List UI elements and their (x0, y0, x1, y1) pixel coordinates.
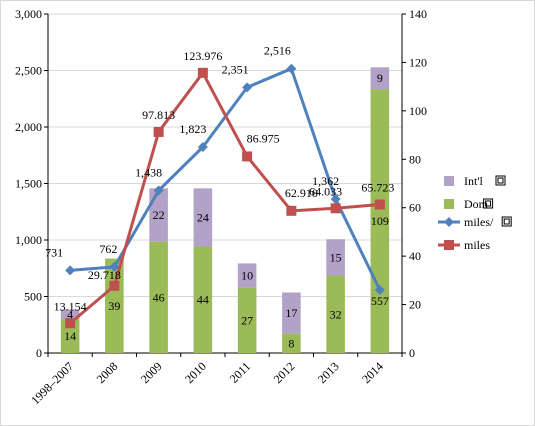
data-label-intl: 24 (197, 210, 209, 224)
data-label-miles-per: 1,823 (179, 122, 206, 136)
data-label-intl: 10 (241, 269, 253, 283)
legend-label: Dom (464, 197, 489, 211)
marker-miles (242, 151, 253, 162)
marker-miles (153, 126, 164, 137)
right-axis-tick-label: 100 (409, 104, 427, 118)
marker-miles-per (65, 265, 76, 276)
left-axis-tick-label: 2,000 (15, 120, 42, 134)
x-axis-tick-label: 2013 (315, 359, 342, 386)
data-label-miles: 29.718 (88, 268, 121, 282)
left-axis-tick-label: 2,500 (15, 64, 42, 78)
marker-miles-per (330, 194, 341, 205)
left-axis-tick-label: 3,000 (15, 7, 42, 21)
legend-label: miles/ (464, 215, 494, 229)
legend-glyph-box-inner (485, 200, 492, 207)
data-label-intl: 17 (285, 306, 297, 320)
data-label-dom: 8 (288, 336, 294, 350)
marker-miles (374, 199, 385, 210)
marker-miles (286, 205, 297, 216)
right-axis-tick-label: 40 (409, 249, 421, 263)
marker-miles-per (374, 285, 385, 296)
line-miles (69, 71, 381, 325)
data-label-dom: 14 (64, 329, 76, 343)
left-axis-tick-label: 500 (24, 290, 42, 304)
marker-miles (197, 67, 208, 78)
bar-intl (282, 292, 301, 334)
bar-dom (282, 333, 301, 353)
legend-swatch (444, 176, 454, 186)
left-axis-tick-label: 1,500 (15, 177, 42, 191)
legend-glyph-box-inner (503, 218, 510, 225)
data-label-miles-per: 1,438 (135, 166, 162, 180)
left-axis-tick-label: 1,000 (15, 233, 42, 247)
data-label-intl: 22 (153, 208, 165, 222)
data-label-miles: 64.033 (309, 184, 342, 198)
bar-intl (326, 239, 345, 276)
data-label-intl: 15 (330, 250, 342, 264)
bar-intl (193, 188, 213, 247)
right-axis-tick-label: 60 (409, 201, 421, 215)
legend-glyph-box (495, 175, 506, 186)
marker-miles-per (197, 142, 208, 153)
data-label-dom: 109 (371, 214, 389, 228)
bar-intl (60, 309, 80, 320)
x-axis-tick-label: 2010 (182, 359, 209, 386)
x-axis-tick-label: 2008 (94, 359, 121, 386)
data-label-miles-per: 762 (99, 242, 117, 256)
marker-miles (65, 318, 76, 329)
x-axis-tick-label: 2011 (227, 359, 254, 386)
x-axis-tick-label: 2012 (271, 359, 298, 386)
data-label-dom: 39 (108, 299, 120, 313)
legend-swatch (444, 199, 454, 209)
legend-marker (444, 217, 454, 227)
marker-miles (330, 203, 341, 214)
data-label-dom: 32 (330, 307, 342, 321)
right-axis-tick-label: 80 (409, 152, 421, 166)
right-axis-tick-label: 0 (409, 346, 415, 360)
data-label-miles-per: 557 (371, 294, 389, 308)
left-axis-tick-label: 0 (36, 346, 42, 360)
data-label-intl: 4 (67, 307, 73, 321)
marker-miles-per (286, 63, 297, 74)
bar-intl (370, 67, 390, 90)
data-label-miles: 13.154 (54, 299, 87, 313)
legend-label: Int'l (464, 174, 483, 188)
x-axis-tick-label: 1998–2007 (28, 359, 76, 407)
data-label-miles-per: 731 (45, 245, 63, 259)
x-axis-tick-label: 2014 (359, 359, 386, 386)
bar-intl (149, 188, 168, 242)
data-label-dom: 46 (153, 290, 165, 304)
bar-intl (237, 263, 257, 288)
data-label-miles-per: 1,362 (312, 174, 339, 188)
marker-miles-per (109, 261, 120, 272)
data-label-miles-per: 2,351 (222, 62, 249, 76)
right-axis-tick-label: 120 (409, 55, 427, 69)
marker-miles-per (153, 185, 164, 196)
bar-dom (149, 241, 168, 353)
legend-label: miles (464, 238, 490, 252)
data-label-miles: 123.976 (183, 49, 222, 63)
legend-marker (444, 240, 454, 250)
right-axis-tick-label: 20 (409, 298, 421, 312)
right-axis-tick-label: 140 (409, 7, 427, 21)
bar-dom (370, 89, 390, 354)
legend-glyph-box-inner (497, 177, 504, 184)
data-label-intl: 9 (377, 71, 383, 85)
bar-dom (326, 275, 345, 353)
bar-dom (237, 287, 257, 353)
marker-miles (109, 280, 120, 291)
bar-dom (193, 246, 213, 353)
legend-glyph-box (483, 198, 494, 209)
data-label-miles-per: 2,516 (264, 44, 291, 58)
data-label-miles: 86.975 (247, 131, 280, 145)
data-label-dom: 27 (241, 313, 253, 327)
data-label-dom: 44 (197, 293, 209, 307)
data-label-miles: 97.813 (142, 108, 175, 122)
legend-glyph-box (501, 216, 512, 227)
data-label-miles: 65.723 (361, 180, 394, 194)
data-label-miles: 62.910 (285, 186, 318, 200)
marker-miles-per (242, 82, 253, 93)
x-axis-tick-label: 2009 (138, 359, 165, 386)
